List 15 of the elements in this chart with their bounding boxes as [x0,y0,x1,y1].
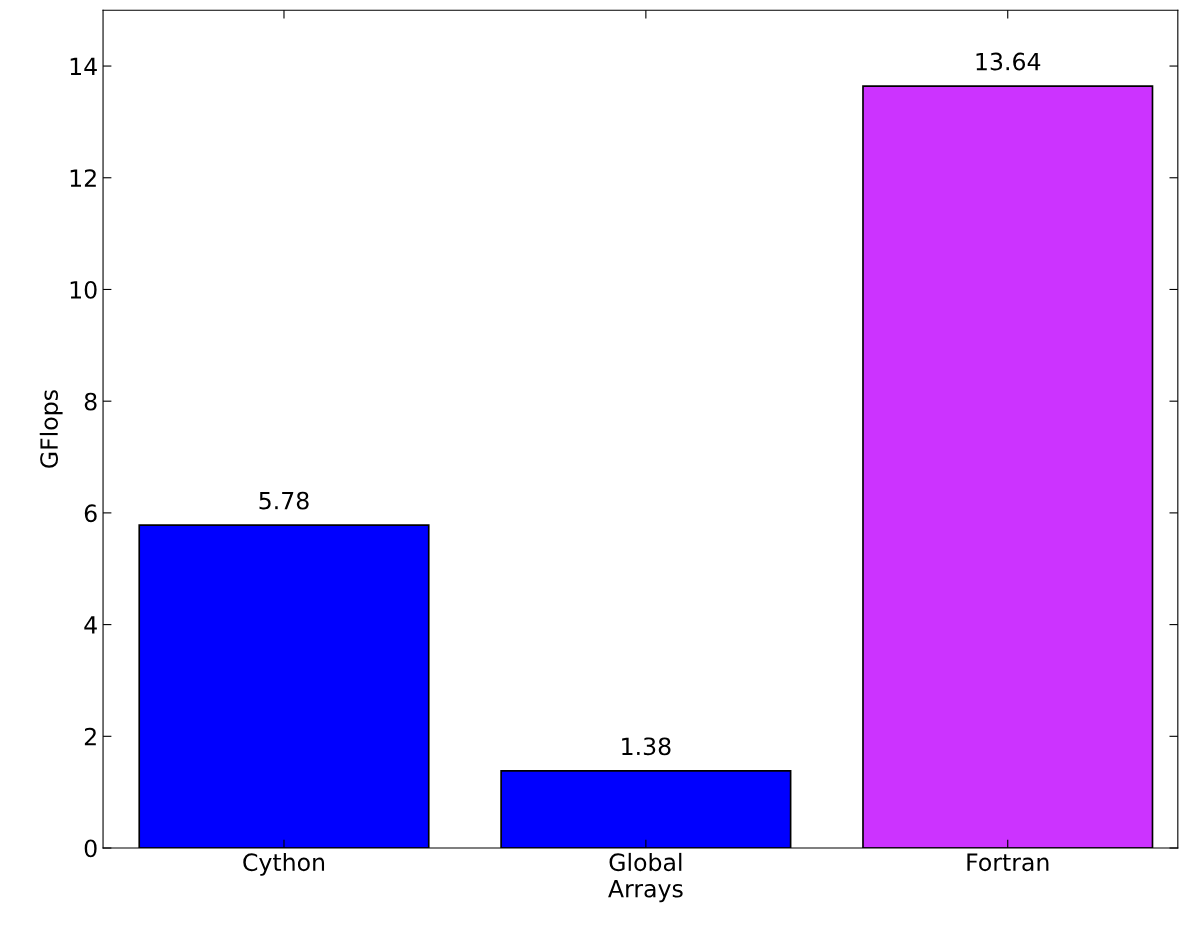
x-tick-label: Global Arrays [608,852,683,903]
y-tick-label: 6 [84,504,97,523]
x-tick-label: Cython [243,852,325,876]
y-tick-label: 0 [84,839,97,858]
x-tick-label: Fortran [967,853,1049,872]
y-tick-label: 2 [84,727,96,746]
y-axis-title: GFlops [39,390,63,468]
data-label: 13.64 [976,52,1041,71]
y-tick-label: 14 [70,57,97,76]
data-label: 5.78 [259,491,309,510]
y-tick-label: 4 [84,616,97,634]
y-tick-label: 8 [84,392,97,411]
y-tick-label: 10 [70,280,97,299]
data-label: 1.38 [622,737,671,756]
y-tick-label: 12 [70,169,96,187]
